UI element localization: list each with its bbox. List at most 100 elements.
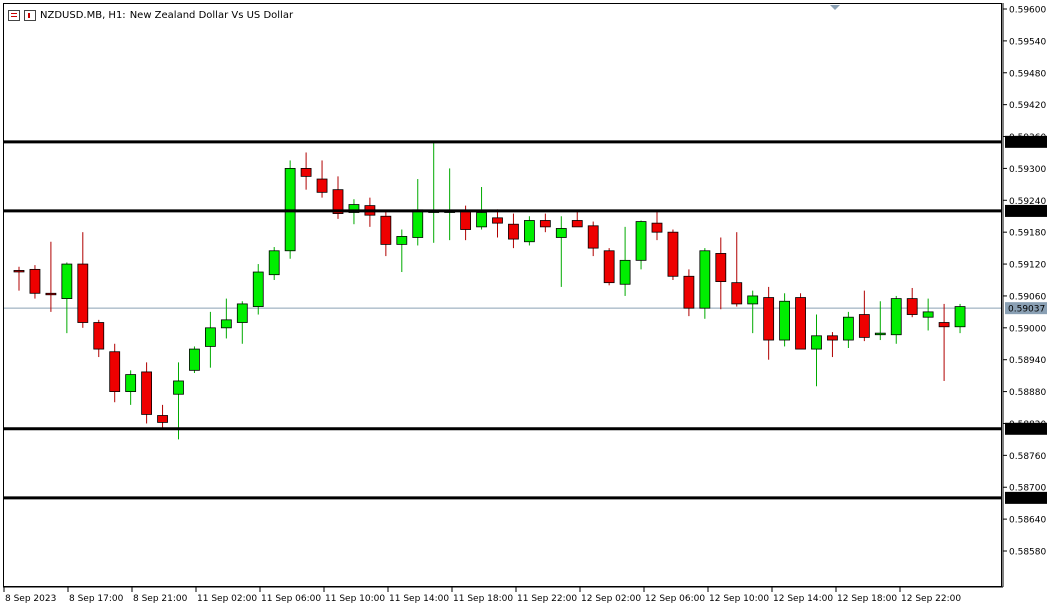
candle-body	[555, 228, 567, 238]
candle-body	[811, 335, 822, 350]
level-price-label: 0.59220	[1008, 207, 1045, 217]
candle-body	[29, 268, 41, 294]
candle-body	[204, 327, 216, 347]
indicator-list-icon[interactable]	[8, 9, 20, 21]
candle-body	[667, 231, 679, 277]
candle-body	[141, 371, 153, 415]
candle-body	[157, 415, 168, 423]
time-tick-label: 11 Sep 02:00	[197, 594, 257, 604]
price-tick-label: 0.59000	[1009, 324, 1046, 334]
price-tick-label: 0.58700	[1009, 484, 1046, 494]
price-tick-label: 0.59300	[1009, 165, 1046, 175]
level-price-label: 0.59350	[1008, 138, 1045, 148]
price-tick-label: 0.58940	[1009, 356, 1046, 366]
candle-body	[922, 311, 934, 318]
candle-body	[635, 221, 647, 261]
time-tick-label: 8 Sep 21:00	[133, 594, 188, 604]
level-price-badge	[1005, 491, 1047, 504]
chart-title-bar: NZDUSD.MB, H1: New Zealand Dollar Vs US …	[8, 7, 293, 23]
time-tick-label: 12 Sep 18:00	[837, 594, 897, 604]
candle-body	[316, 178, 328, 193]
price-tick-label: 0.58760	[1009, 452, 1046, 462]
candle-body	[412, 209, 424, 238]
time-tick-label: 11 Sep 18:00	[453, 594, 513, 604]
candle-body	[619, 259, 631, 285]
candle-body	[45, 292, 57, 296]
candle-body	[683, 275, 695, 309]
price-tick-label: 0.58580	[1009, 548, 1046, 558]
candle-body	[890, 298, 902, 336]
candle-body	[268, 250, 280, 276]
candle-body	[93, 322, 105, 350]
candle-body	[954, 306, 966, 328]
time-tick-label: 12 Sep 06:00	[645, 594, 705, 604]
candle-body	[492, 217, 503, 224]
time-tick-label: 11 Sep 14:00	[389, 594, 449, 604]
candle-body	[747, 295, 759, 305]
candle-body	[380, 215, 392, 245]
candle-body	[858, 314, 870, 338]
price-tick-label: 0.59600	[1009, 6, 1046, 16]
price-tick-label: 0.58640	[1009, 516, 1046, 526]
chart-area[interactable]	[3, 3, 1002, 587]
chart-description: New Zealand Dollar Vs US Dollar	[129, 9, 294, 21]
time-tick-label: 11 Sep 06:00	[261, 594, 321, 604]
candle-body	[348, 204, 360, 213]
candle-body	[61, 263, 73, 299]
candle-body	[827, 335, 838, 341]
candle-body	[699, 250, 711, 309]
candle-body	[460, 210, 472, 230]
candle-body	[236, 303, 248, 323]
candle-body	[300, 168, 312, 177]
candle-body	[603, 250, 615, 284]
candle-body	[476, 212, 487, 228]
candle-body	[539, 220, 551, 228]
candle-body	[843, 316, 854, 341]
candle-body	[220, 319, 232, 329]
price-tick-label: 0.59060	[1009, 292, 1046, 302]
candle-body	[125, 374, 137, 392]
price-tick-label: 0.59540	[1009, 37, 1046, 47]
time-tick-label: 11 Sep 22:00	[517, 594, 577, 604]
candle-body	[571, 220, 583, 228]
candle-body	[173, 380, 184, 395]
level-price-badge	[1005, 204, 1047, 217]
object-list-icon[interactable]	[24, 9, 36, 21]
chart-symbol: NZDUSD.MB, H1:	[40, 9, 126, 21]
candle-body	[906, 298, 918, 315]
price-tick-label: 0.58880	[1009, 388, 1046, 398]
level-price-label: 0.58810	[1008, 425, 1045, 435]
time-tick-label: 12 Sep 02:00	[581, 594, 641, 604]
candle-body	[189, 348, 200, 371]
candle-body	[587, 225, 599, 249]
level-price-label: 0.58680	[1008, 494, 1045, 504]
level-price-badge	[1005, 135, 1047, 148]
price-tick-label: 0.59420	[1009, 101, 1046, 111]
candle-body	[938, 322, 950, 328]
candle-body	[13, 270, 25, 273]
candle-body	[715, 253, 727, 282]
time-tick-label: 8 Sep 2023	[5, 594, 56, 604]
price-tick-label: 0.59240	[1009, 197, 1046, 207]
time-tick-label: 8 Sep 17:00	[69, 594, 124, 604]
time-tick-label: 12 Sep 22:00	[901, 594, 961, 604]
candle-body	[332, 189, 344, 214]
candle-body	[651, 222, 663, 233]
current-price-label: 0.59037	[1008, 305, 1045, 315]
candle-body	[795, 297, 806, 350]
candle-body	[731, 282, 743, 305]
candle-body	[524, 220, 535, 243]
candle-body	[396, 236, 408, 245]
shift-marker-icon	[830, 5, 840, 10]
level-price-badge	[1005, 422, 1047, 435]
candle-body	[779, 300, 790, 341]
candle-body	[874, 332, 886, 336]
candle-body	[77, 263, 89, 323]
price-tick-label: 0.59480	[1009, 69, 1046, 79]
time-tick-label: 12 Sep 10:00	[709, 594, 769, 604]
time-tick-label: 11 Sep 10:00	[325, 594, 385, 604]
current-price-badge	[1005, 302, 1047, 315]
candle-body	[252, 271, 264, 307]
candle-body	[763, 297, 775, 341]
